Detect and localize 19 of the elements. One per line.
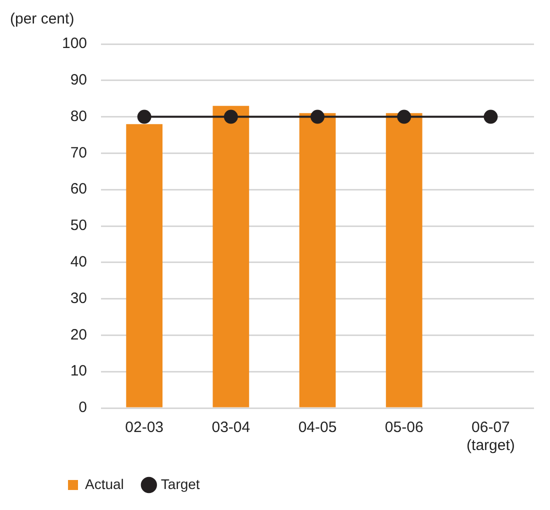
y-tick-label: 60 [70, 180, 88, 198]
y-tick-label: 10 [70, 362, 88, 380]
y-axis-title: (per cent) [10, 10, 74, 28]
x-tick-label: 02-03 [125, 419, 164, 436]
y-tick-label: 90 [70, 72, 88, 89]
y-tick-label: 50 [70, 217, 88, 234]
y-tick-label: 70 [70, 144, 88, 162]
x-tick-label: 03-04 [212, 419, 250, 436]
y-tick-label: 0 [78, 399, 88, 416]
legend-label: Actual [85, 476, 124, 492]
y-tick-label: 40 [70, 254, 88, 271]
y-tick-label: 100 [62, 35, 88, 52]
y-tick-label: 30 [70, 290, 88, 307]
legend-label: Target [160, 476, 200, 492]
x-tick-label: 06-07 (target) [466, 419, 515, 454]
y-tick-label: 20 [70, 326, 88, 344]
y-tick-label: 80 [70, 108, 88, 125]
x-tick-label: 04-05 [298, 419, 337, 436]
x-tick-label: 05-06 [384, 419, 424, 436]
